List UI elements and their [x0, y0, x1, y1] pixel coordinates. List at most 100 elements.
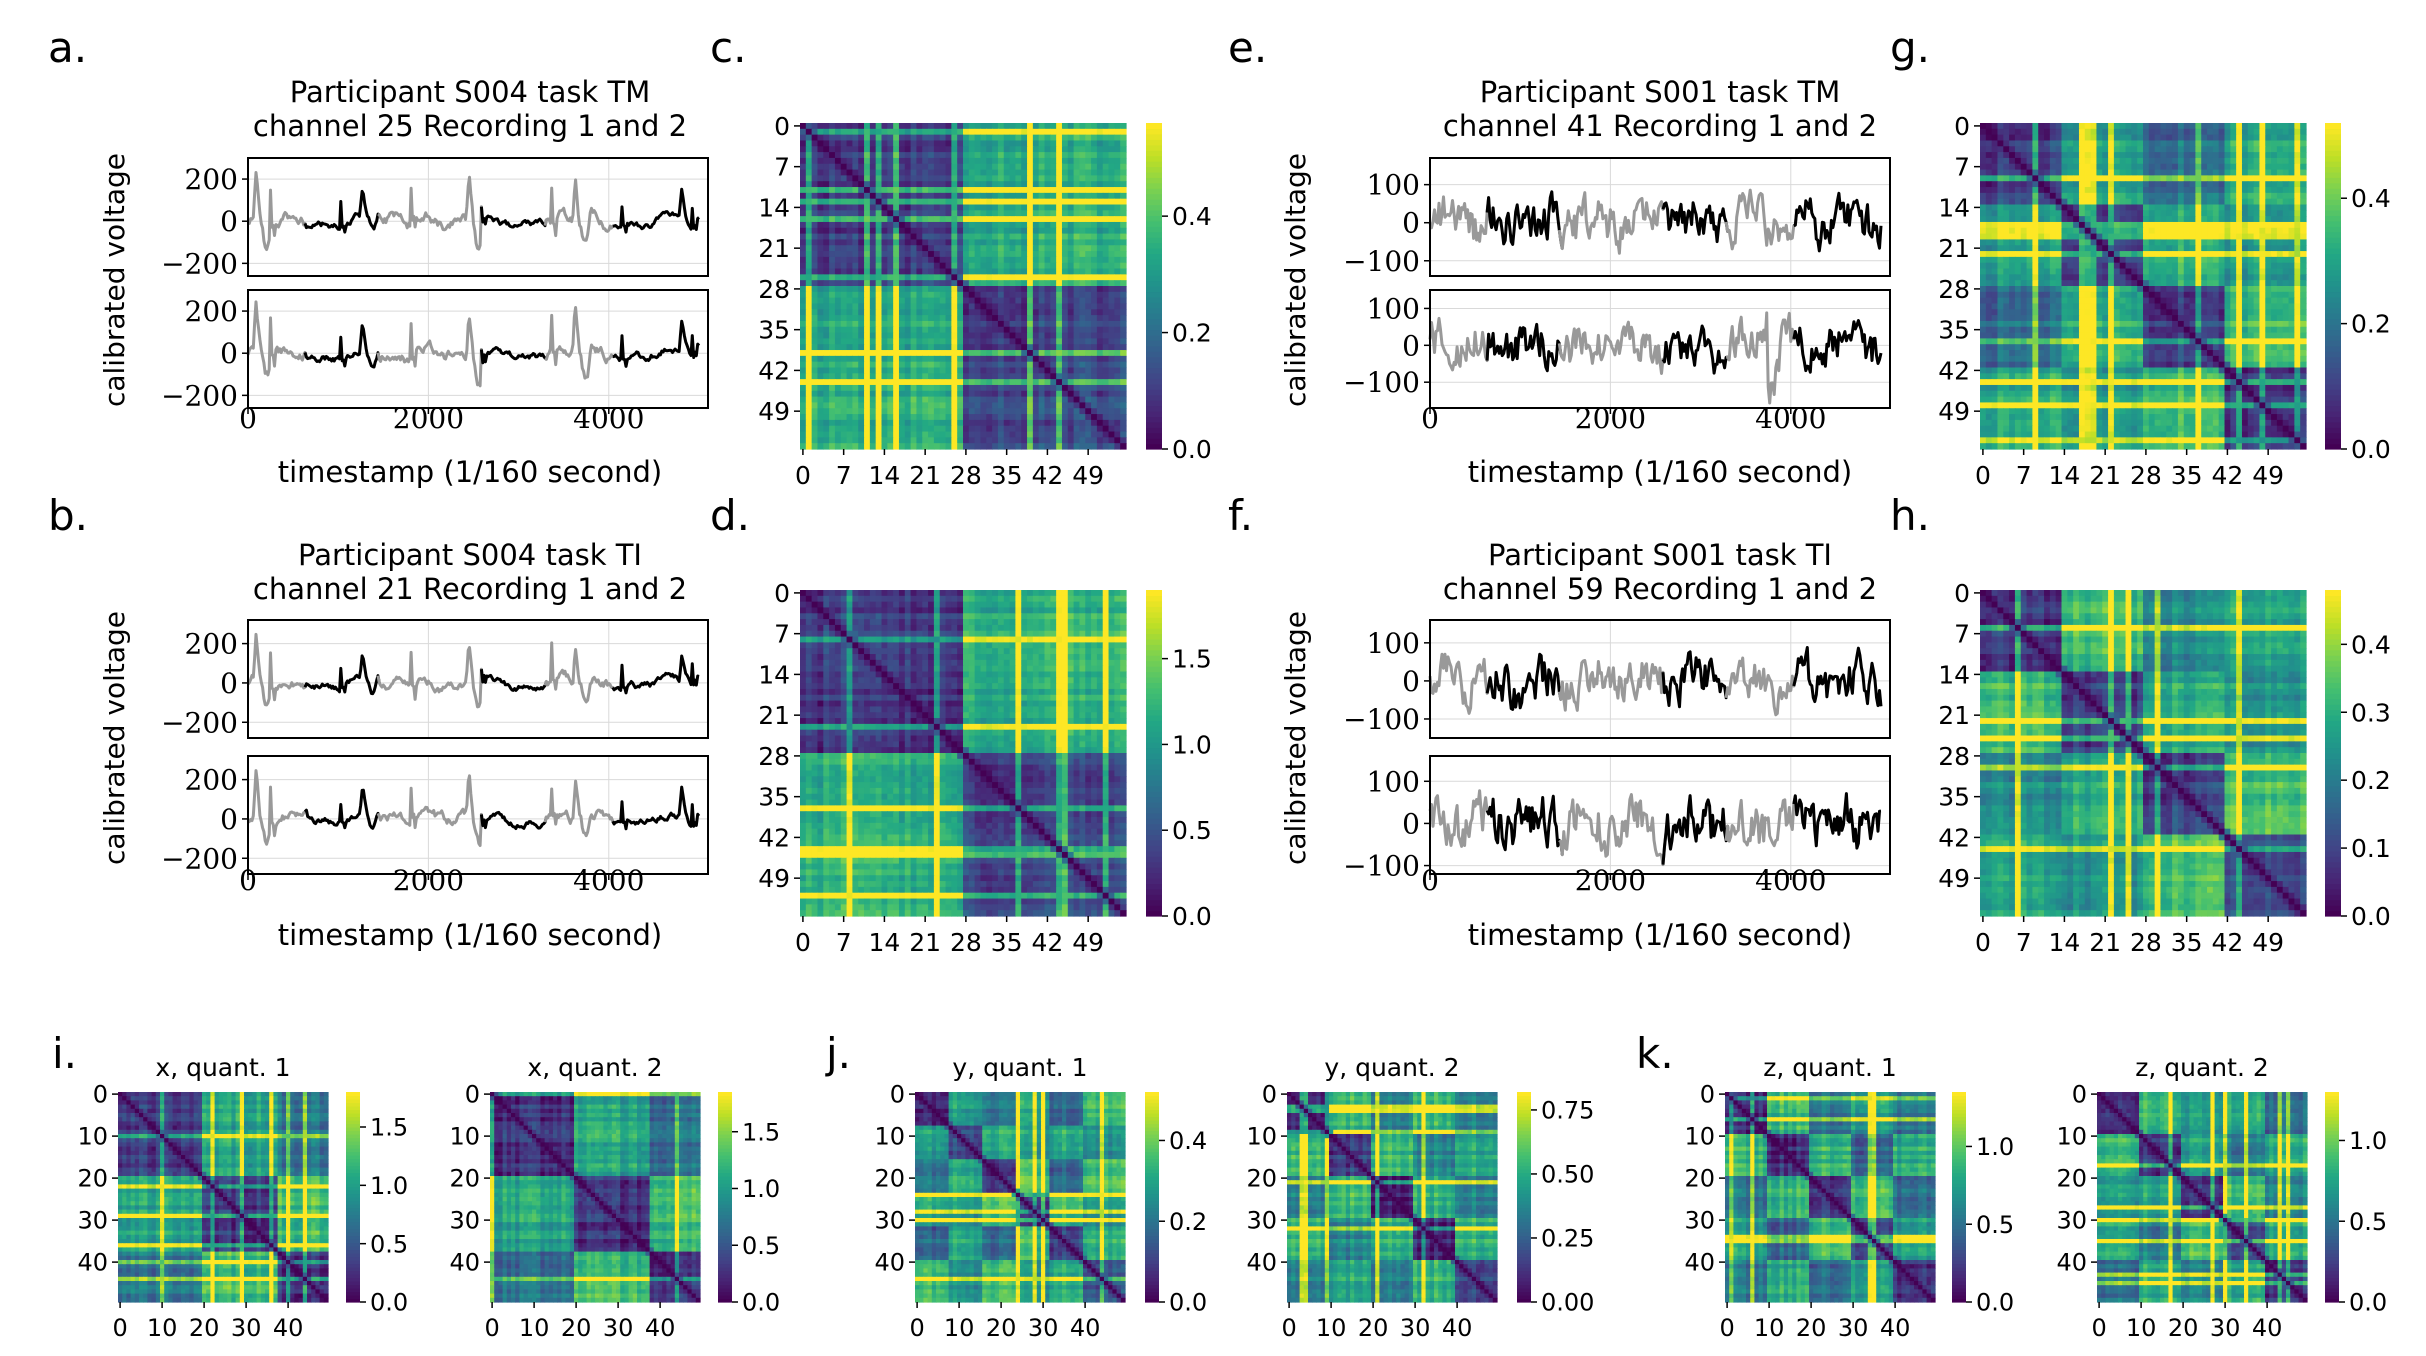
y-tick-label: 40: [1246, 1249, 1277, 1277]
y-tick-label: 7: [774, 153, 790, 182]
x-tick-label: 30: [231, 1314, 262, 1342]
y-tick-label: 10: [2056, 1123, 2087, 1151]
title-e-line2: channel 41 Recording 1 and 2: [1443, 109, 1877, 143]
ylabel-b: calibrated voltage: [98, 611, 131, 865]
y-tick-label: 14: [1938, 660, 1970, 689]
y-tick-label: 0: [1402, 207, 1420, 240]
x-tick-label: 40: [2252, 1314, 2283, 1342]
x-tick-label: 10: [2126, 1314, 2157, 1342]
colorbar-tick-label: 0.0: [2351, 902, 2391, 931]
colorbar-tick-label: 0.0: [1172, 435, 1212, 464]
colorbar-tick-label: 0.2: [2351, 766, 2391, 795]
y-tick-label: 28: [1938, 742, 1970, 771]
signal-line-segment: [1430, 791, 1490, 847]
y-tick-label: 42: [1938, 823, 1970, 852]
panel-label-k: k.: [1636, 1029, 1674, 1078]
y-tick-label: 10: [1246, 1123, 1277, 1151]
colorbar-tick-label: 1.0: [370, 1172, 408, 1200]
y-tick-label: 30: [1246, 1207, 1277, 1235]
heatmap-title: z, quant. 2: [2135, 1053, 2269, 1082]
colorbar-tick-label: 0.5: [1976, 1211, 2014, 1239]
signal-line-segment: [613, 189, 699, 232]
signal-line-segment: [481, 812, 546, 828]
colorbar-tick-label: 0.00: [1541, 1289, 1594, 1317]
x-tick-label: 0: [239, 864, 257, 897]
panel-label-h: h.: [1890, 491, 1930, 540]
signal-line-segment: [1487, 796, 1562, 855]
colorbar-tick-label: 0.5: [2349, 1208, 2387, 1236]
y-tick-label: 0: [220, 667, 238, 700]
y-tick-label: 0: [220, 205, 238, 238]
x-tick-label: 14: [869, 461, 901, 490]
y-tick-label: −100: [1343, 366, 1420, 399]
y-tick-label: 7: [1954, 620, 1970, 649]
signal-line-segment: [248, 302, 308, 375]
x-tick-label: 4000: [573, 864, 644, 897]
signal-line-segment: [481, 348, 546, 363]
colorbar-tick-label: 1.5: [742, 1118, 780, 1146]
signal-line-segment: [1726, 658, 1797, 715]
xlabel-a: timestamp (1/160 second): [278, 455, 663, 489]
x-tick-label: 49: [2252, 928, 2284, 957]
y-tick-label: 40: [2056, 1249, 2087, 1277]
title-e-line1: Participant S001 task TM: [1480, 75, 1840, 109]
signal-line-segment: [1726, 313, 1797, 403]
y-tick-label: 28: [1938, 275, 1970, 304]
colorbar-tick-label: 1.0: [2349, 1127, 2387, 1155]
colorbar-tick-label: 0.4: [1172, 202, 1212, 231]
y-tick-label: 10: [1684, 1123, 1715, 1151]
y-tick-label: 21: [758, 234, 790, 263]
y-tick-label: 10: [77, 1123, 108, 1151]
signal-line-segment: [1663, 203, 1729, 242]
ylabel-f: calibrated voltage: [1279, 611, 1312, 865]
colorbar-tick-label: 0.2: [2351, 310, 2391, 339]
x-tick-label: 2000: [393, 864, 464, 897]
y-tick-label: 35: [758, 316, 790, 345]
y-tick-label: −200: [161, 247, 238, 280]
colorbar-tick-label: 0.0: [1976, 1289, 2014, 1317]
y-tick-label: 100: [1367, 765, 1420, 798]
x-tick-label: 21: [909, 928, 941, 957]
signal-line-segment: [1559, 322, 1666, 373]
signal-line-segment: [1559, 795, 1666, 865]
x-tick-label: 40: [1070, 1314, 1101, 1342]
signal-line-segment: [1794, 321, 1881, 373]
subplot-2: 2000−200: [161, 290, 708, 412]
colorbar-tick-label: 1.5: [370, 1114, 408, 1142]
x-tick-label: 40: [1880, 1314, 1911, 1342]
colorbar-tick-label: 0.0: [2351, 435, 2391, 464]
y-tick-label: 42: [758, 823, 790, 852]
signal-line-segment: [1794, 193, 1881, 251]
colorbar-tick-label: 0.4: [2351, 630, 2391, 659]
x-tick-label: 35: [2171, 928, 2203, 957]
colorbar-tick-label: 1.0: [1172, 730, 1212, 759]
signal-line-segment: [248, 771, 308, 845]
signal-line-segment: [545, 781, 614, 836]
y-tick-label: 35: [1938, 783, 1970, 812]
x-tick-label: 0: [1421, 402, 1439, 435]
axes-frame: [248, 290, 708, 408]
x-tick-label: 20: [2168, 1314, 2199, 1342]
x-tick-label: 21: [2089, 928, 2121, 957]
y-tick-label: 0: [220, 337, 238, 370]
x-tick-label: 20: [561, 1314, 592, 1342]
x-tick-label: 30: [1838, 1314, 1869, 1342]
x-tick-label: 40: [645, 1314, 676, 1342]
y-tick-label: 49: [758, 864, 790, 893]
signal-line-segment: [378, 319, 484, 386]
colorbar-tick-label: 1.0: [742, 1175, 780, 1203]
panel-label-b: b.: [48, 491, 88, 540]
x-tick-label: 14: [2049, 928, 2081, 957]
x-tick-label: 42: [2212, 928, 2244, 957]
x-tick-label: 28: [950, 461, 982, 490]
signal-line-segment: [545, 180, 614, 240]
x-tick-label: 21: [909, 461, 941, 490]
y-tick-label: 0: [93, 1081, 108, 1109]
